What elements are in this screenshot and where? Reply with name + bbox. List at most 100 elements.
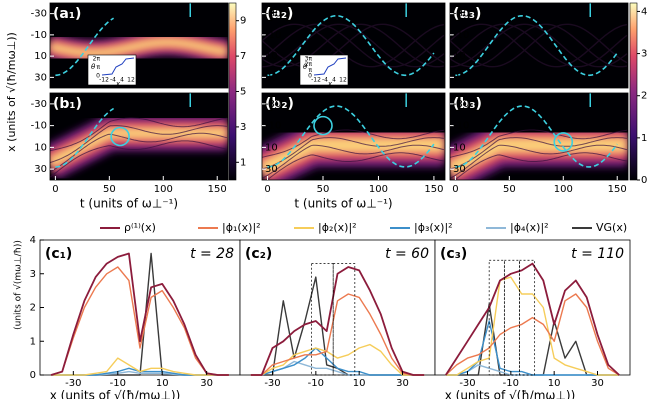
- x-tick-label: -10: [110, 378, 126, 389]
- plot-area: [239, 239, 436, 376]
- inset-x-tick: -12: [99, 77, 109, 84]
- soliton-line: [450, 23, 628, 68]
- plot-area: [39, 239, 241, 376]
- colorbar-tick-label: 1: [240, 157, 246, 168]
- y-tick-label: -30: [453, 9, 469, 20]
- soliton-line: [50, 125, 227, 164]
- x-tick-label: 0: [52, 184, 58, 195]
- y-axis-label: (units of √(mω⊥/ħ)): [13, 240, 24, 330]
- soliton-line: [266, 152, 444, 180]
- time-annotation: t = 60: [385, 246, 429, 262]
- x-tick-label: 0: [264, 184, 270, 195]
- colorbar-tick-label: 9: [240, 16, 246, 27]
- x-tick-label: 100: [369, 184, 388, 195]
- heatmap: [50, 93, 228, 180]
- x-tick-label: -10: [308, 378, 324, 389]
- inset-y-tick: 0: [96, 73, 100, 80]
- x-tick-label: 50: [317, 184, 330, 195]
- time-annotation: t = 28: [190, 246, 234, 262]
- y-tick-label: -30: [31, 9, 47, 20]
- inset-y-tick: 2π: [93, 56, 101, 63]
- inset-curve: [313, 57, 347, 76]
- x-tick-label: 150: [424, 184, 443, 195]
- inset-y-tick: 2π: [305, 61, 313, 68]
- panel-label: (b₂): [265, 96, 294, 112]
- inset-x-tick: -4: [322, 77, 328, 84]
- legend-label: ρ⁽¹⁾(x): [124, 221, 156, 234]
- legend-label: |ϕ₂(x)|²: [318, 221, 357, 234]
- y-tick-label: 10: [34, 51, 47, 62]
- colorbar-tick-label: 5: [240, 87, 246, 98]
- heat-frame: [449, 92, 629, 181]
- inset-y-tick: π: [308, 67, 312, 74]
- y-tick-label: -10: [31, 121, 47, 132]
- y-tick-label: 3: [30, 269, 36, 280]
- y-tick-label: 4: [30, 235, 36, 246]
- y-tick-label: -30: [453, 99, 469, 110]
- x-tick-label: -30: [65, 378, 81, 389]
- y-tick-label: -10: [31, 30, 47, 41]
- y-tick-label: 30: [453, 164, 466, 175]
- series-line: [445, 276, 620, 376]
- colorbar-tick-label: 3: [240, 122, 246, 133]
- legend-label: |ϕ₃(x)|²: [414, 221, 453, 234]
- y-tick-label: -30: [31, 99, 47, 110]
- legend-label: |ϕ₁(x)|²: [222, 221, 261, 234]
- legend-label: VG(x): [596, 221, 627, 234]
- region-box: [332, 263, 356, 376]
- series-line: [50, 252, 229, 376]
- y-tick-label: -30: [265, 99, 281, 110]
- soliton-line: [262, 137, 444, 170]
- y-tick-label: -10: [453, 121, 469, 132]
- y-tick-label: 10: [34, 142, 47, 153]
- heat-frame: [449, 2, 629, 89]
- panel-label: (b₃): [453, 96, 482, 112]
- panel-label: (c₁): [45, 246, 72, 262]
- highlight: [313, 115, 333, 136]
- heatmap: [450, 93, 628, 180]
- y-tick-label: -10: [453, 30, 469, 41]
- x-tick-label: 10: [156, 378, 169, 389]
- region-box: [519, 259, 536, 376]
- inset-x-tick: 12: [339, 77, 347, 84]
- series-line: [445, 262, 620, 376]
- heat-frame: [261, 92, 446, 181]
- y-axis-label: x (units of √(ħ/mω⊥)): [5, 32, 18, 152]
- inset-x-label: x: [115, 80, 121, 88]
- inset-y-label: θ: [91, 63, 96, 71]
- panel-label: (a₁): [53, 6, 81, 22]
- soliton-line: [262, 23, 445, 68]
- colorbar-tick-label: 7: [240, 51, 246, 62]
- soliton-line: [50, 140, 227, 178]
- series-line: [51, 357, 229, 376]
- soliton-line: [262, 23, 445, 68]
- x-tick-label: 150: [208, 184, 227, 195]
- region-box: [503, 259, 520, 376]
- region-box: [488, 259, 505, 376]
- inset-y-tick: 0: [308, 73, 312, 80]
- y-tick-label: -10: [265, 121, 281, 132]
- y-tick-label: 10: [453, 142, 466, 153]
- x-tick-label: -30: [264, 378, 280, 389]
- heatmap: [50, 3, 228, 88]
- x-tick-label: 50: [503, 184, 516, 195]
- soliton-line: [262, 23, 445, 68]
- inset-curve: [101, 57, 135, 76]
- inset-x-tick: -12: [311, 77, 321, 84]
- inset-y-label: θ: [303, 63, 308, 71]
- y-tick-label: 30: [34, 164, 47, 175]
- y-tick-label: -30: [265, 9, 281, 20]
- inset-y-tick: 3π: [305, 56, 313, 63]
- x-tick-label: 10: [548, 378, 561, 389]
- x-axis-label: t (units of ω⊥⁻¹): [294, 197, 392, 211]
- soliton-line: [262, 23, 445, 68]
- y-tick-label: 2: [30, 303, 36, 314]
- highlight: [110, 126, 130, 147]
- x-axis-label: t (units of ω⊥⁻¹): [80, 197, 178, 211]
- trajectory: [55, 17, 115, 77]
- soliton-line: [262, 23, 445, 68]
- x-tick-label: 10: [353, 378, 366, 389]
- panel-label: (c₃): [440, 246, 467, 262]
- colorbar-tick-label: 2: [641, 91, 647, 102]
